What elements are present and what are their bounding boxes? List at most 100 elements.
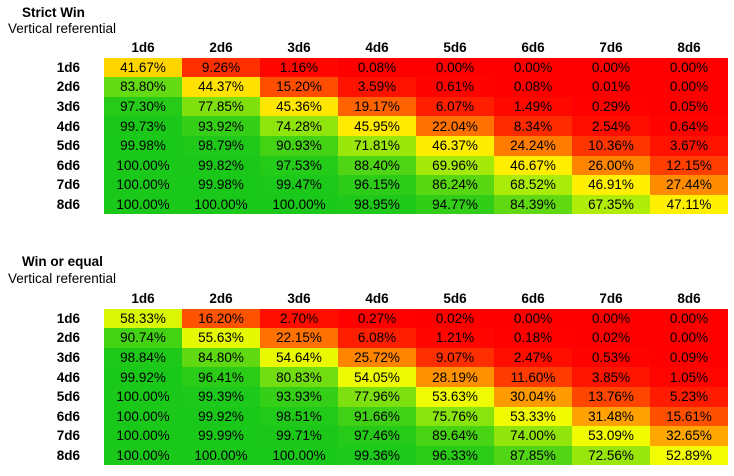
probability-cell: 55.63% xyxy=(182,328,260,348)
probability-cell: 84.39% xyxy=(494,194,572,215)
probability-cell: 31.48% xyxy=(572,406,650,427)
corner-cell xyxy=(26,38,104,58)
column-header: 5d6 xyxy=(443,291,467,307)
probability-cell: 30.04% xyxy=(494,386,572,407)
probability-cell: 12.15% xyxy=(650,155,728,176)
probability-cell: 0.08% xyxy=(338,57,416,78)
probability-cell: 13.76% xyxy=(572,386,650,407)
win-or-equal-subtitle: Vertical referential xyxy=(8,271,117,286)
probability-cell: 0.29% xyxy=(572,96,650,117)
probability-cell: 99.99% xyxy=(182,426,260,446)
probability-cell: 86.24% xyxy=(416,175,494,195)
probability-cell: 69.96% xyxy=(416,155,494,176)
table-row: 2d6 83.80% 44.37% 15.20% 3.59% 0.61% 0.08% 0.01… xyxy=(26,77,728,97)
probability-cell: 45.95% xyxy=(338,116,416,136)
probability-cell: 2.70% xyxy=(260,308,338,329)
probability-cell: 89.64% xyxy=(416,426,494,446)
table-row: 3d6 98.84% 84.80% 54.64% 25.72% 9.07% 2.47% 0.5… xyxy=(26,347,728,368)
probability-cell: 0.00% xyxy=(650,328,728,348)
probability-cell: 93.92% xyxy=(182,116,260,136)
probability-cell: 0.00% xyxy=(650,77,728,97)
row-header: 8d6 xyxy=(56,197,80,213)
corner-cell xyxy=(26,289,104,309)
probability-cell: 0.01% xyxy=(572,77,650,97)
probability-cell: 3.67% xyxy=(650,135,728,156)
header-row: 1d6 2d6 3d6 4d6 5d6 6d6 7d6 8d6 xyxy=(26,38,728,58)
row-header: 5d6 xyxy=(56,138,80,154)
probability-cell: 94.77% xyxy=(416,194,494,215)
column-header: 2d6 xyxy=(209,291,233,307)
probability-cell: 11.60% xyxy=(494,367,572,387)
strict-win-subtitle: Vertical referential xyxy=(8,21,117,36)
probability-cell: 46.37% xyxy=(416,135,494,156)
row-header: 1d6 xyxy=(56,310,80,326)
probability-cell: 90.74% xyxy=(104,328,182,348)
probability-cell: 44.37% xyxy=(182,77,260,97)
probability-cell: 99.92% xyxy=(182,406,260,427)
column-header: 6d6 xyxy=(521,291,545,307)
probability-cell: 0.05% xyxy=(650,96,728,117)
table-row: 5d6 100.00% 99.39% 93.93% 77.96% 53.63% 30.04%… xyxy=(26,386,728,407)
probability-cell: 54.05% xyxy=(338,367,416,387)
probability-cell: 0.00% xyxy=(650,308,728,329)
probability-cell: 99.92% xyxy=(104,367,182,387)
strict-win-table: 1d6 2d6 3d6 4d6 5d6 6d6 7d6 8d6 1d6 41.67% 9.26% 1.… xyxy=(26,38,728,215)
probability-cell: 72.56% xyxy=(572,445,650,466)
probability-cell: 80.83% xyxy=(260,367,338,387)
probability-cell: 100.00% xyxy=(260,194,338,215)
table-row: 2d6 90.74% 55.63% 22.15% 6.08% 1.21% 0.18% 0.02… xyxy=(26,328,728,348)
row-header: 6d6 xyxy=(56,157,80,173)
probability-cell: 68.52% xyxy=(494,175,572,195)
row-header: 3d6 xyxy=(56,350,80,366)
table-row: 6d6 100.00% 99.82% 97.53% 88.40% 69.96% 46.67%… xyxy=(26,155,728,176)
row-header: 5d6 xyxy=(56,389,80,405)
row-header: 2d6 xyxy=(56,79,80,95)
probability-cell: 0.00% xyxy=(494,308,572,329)
probability-cell: 88.40% xyxy=(338,155,416,176)
probability-cell: 99.39% xyxy=(182,386,260,407)
column-header: 6d6 xyxy=(521,40,545,56)
row-header: 7d6 xyxy=(56,428,80,444)
probability-cell: 52.89% xyxy=(650,445,728,466)
probability-cell: 99.73% xyxy=(104,116,182,136)
probability-cell: 100.00% xyxy=(104,175,182,195)
probability-cell: 5.23% xyxy=(650,386,728,407)
probability-cell: 15.61% xyxy=(650,406,728,427)
probability-cell: 0.00% xyxy=(494,57,572,78)
probability-cell: 32.65% xyxy=(650,426,728,446)
probability-cell: 9.26% xyxy=(182,57,260,78)
probability-cell: 96.33% xyxy=(416,445,494,466)
probability-cell: 0.00% xyxy=(650,57,728,78)
table-row: 6d6 100.00% 99.92% 98.51% 91.66% 75.76% 53.33%… xyxy=(26,406,728,427)
probability-cell: 99.82% xyxy=(182,155,260,176)
probability-cell: 97.46% xyxy=(338,426,416,446)
probability-cell: 0.18% xyxy=(494,328,572,348)
table-row: 3d6 97.30% 77.85% 45.36% 19.17% 6.07% 1.49% 0.2… xyxy=(26,96,728,117)
column-header: 7d6 xyxy=(599,40,623,56)
probability-cell: 96.15% xyxy=(338,175,416,195)
probability-cell: 0.00% xyxy=(572,57,650,78)
probability-cell: 0.08% xyxy=(494,77,572,97)
probability-cell: 99.98% xyxy=(104,135,182,156)
probability-cell: 22.15% xyxy=(260,328,338,348)
probability-cell: 58.33% xyxy=(104,308,182,329)
row-header: 1d6 xyxy=(56,59,80,75)
probability-cell: 97.53% xyxy=(260,155,338,176)
probability-cell: 0.09% xyxy=(650,347,728,368)
column-header: 2d6 xyxy=(209,40,233,56)
probability-cell: 87.85% xyxy=(494,445,572,466)
column-header: 5d6 xyxy=(443,40,467,56)
probability-cell: 16.20% xyxy=(182,308,260,329)
probability-cell: 1.49% xyxy=(494,96,572,117)
table-row: 7d6 100.00% 99.99% 99.71% 97.46% 89.64% 74.00%… xyxy=(26,426,728,446)
probability-cell: 45.36% xyxy=(260,96,338,117)
probability-cell: 100.00% xyxy=(104,155,182,176)
table-row: 4d6 99.92% 96.41% 80.83% 54.05% 28.19% 11.60% 3… xyxy=(26,367,728,387)
probability-cell: 28.19% xyxy=(416,367,494,387)
probability-cell: 93.93% xyxy=(260,386,338,407)
probability-cell: 0.64% xyxy=(650,116,728,136)
probability-cell: 0.61% xyxy=(416,77,494,97)
row-header: 4d6 xyxy=(56,118,80,134)
probability-cell: 27.44% xyxy=(650,175,728,195)
probability-cell: 3.85% xyxy=(572,367,650,387)
